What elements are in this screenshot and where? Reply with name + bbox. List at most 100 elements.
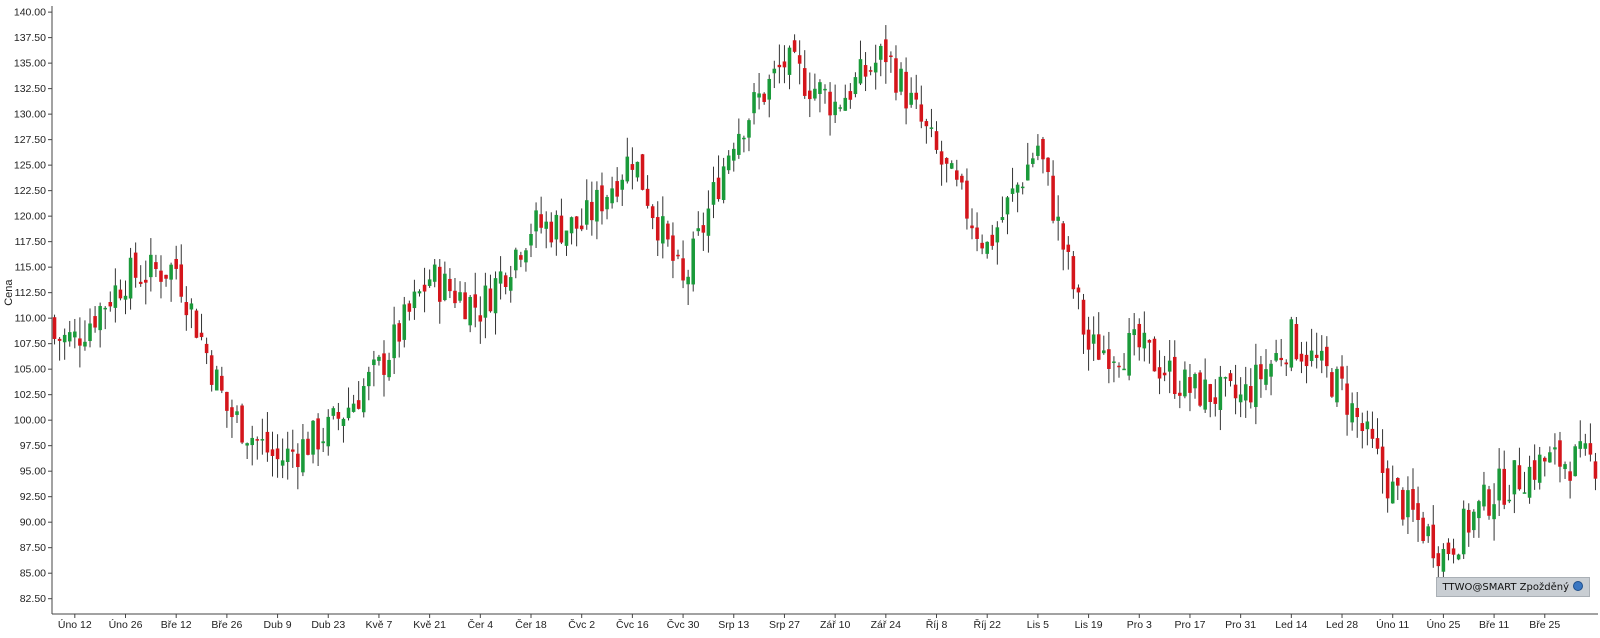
- candle-body: [564, 230, 569, 246]
- candle-body: [924, 121, 929, 127]
- candle-body: [1294, 324, 1299, 360]
- candle-body: [787, 47, 792, 75]
- candle-body: [1076, 287, 1081, 293]
- candle-body: [843, 97, 848, 111]
- candle-body: [762, 93, 766, 102]
- candle-body: [742, 137, 746, 140]
- candle-body: [346, 407, 351, 419]
- candle-body: [884, 39, 888, 63]
- candle-body: [1193, 374, 1197, 389]
- candle-body: [1406, 490, 1410, 518]
- candle-body: [985, 241, 989, 254]
- candle-body: [559, 215, 564, 243]
- candle-body: [1482, 484, 1486, 507]
- candle-body: [1264, 369, 1268, 385]
- candle-body: [655, 217, 660, 241]
- candle-body: [640, 154, 645, 190]
- candle-body: [230, 407, 234, 418]
- candle-body: [88, 323, 92, 342]
- candle-body: [590, 201, 594, 221]
- candle-body: [67, 332, 72, 342]
- x-tick-label: Dub 23: [311, 619, 345, 631]
- candle-body: [275, 448, 280, 460]
- candle-body: [949, 163, 954, 169]
- candle-body: [1178, 392, 1182, 396]
- y-tick-label: 82.50: [20, 593, 46, 605]
- candle-body: [777, 64, 782, 68]
- candle-body: [1461, 508, 1466, 555]
- candle-body: [1396, 478, 1400, 486]
- candle-body: [539, 214, 543, 228]
- delayed-data-badge[interactable]: TTWO@SMART Zpožděný: [1435, 577, 1590, 597]
- candle-body: [569, 217, 574, 234]
- candle-body: [98, 306, 102, 331]
- globe-icon: [1573, 581, 1583, 591]
- candle-body: [671, 235, 675, 261]
- candle-body: [103, 307, 107, 310]
- x-tick-label: Lis 5: [1027, 619, 1049, 631]
- candle-body: [909, 92, 913, 105]
- candle-body: [1122, 368, 1126, 371]
- candle-body: [1360, 423, 1365, 432]
- candle-body: [1330, 372, 1334, 397]
- x-tick-label: Dub 9: [264, 619, 292, 631]
- candle-body: [209, 355, 214, 385]
- candle-body: [488, 288, 493, 312]
- candle-body: [1370, 428, 1375, 439]
- candle-body: [955, 170, 959, 180]
- x-tick-label: Pro 31: [1225, 619, 1256, 631]
- candle-body: [1137, 323, 1142, 348]
- candle-body: [772, 68, 777, 74]
- candle-body: [306, 438, 310, 455]
- y-tick-label: 125.00: [14, 160, 46, 172]
- candle-body: [1345, 383, 1349, 415]
- candle-body: [747, 120, 751, 138]
- candle-body: [1517, 465, 1522, 490]
- candle-body: [113, 285, 118, 308]
- candle-body: [904, 71, 908, 109]
- candle-body: [889, 55, 893, 58]
- candle-body: [1152, 338, 1157, 372]
- candle-body: [367, 371, 371, 387]
- candle-body: [990, 234, 995, 246]
- candle-body: [1527, 466, 1532, 498]
- candle-body: [199, 332, 204, 338]
- y-tick-label: 92.50: [20, 491, 46, 503]
- x-tick-label: Srp 13: [718, 619, 749, 631]
- candle-body: [853, 77, 858, 95]
- candle-body: [179, 264, 184, 297]
- candle-body: [726, 155, 731, 171]
- candle-body: [1416, 503, 1420, 521]
- candle-body: [848, 91, 853, 100]
- candle-body: [448, 278, 452, 292]
- candle-body: [1071, 256, 1076, 290]
- candle-body: [1279, 357, 1283, 361]
- candle-body: [1421, 517, 1425, 541]
- y-tick-label: 102.50: [14, 389, 46, 401]
- candle-body: [1172, 356, 1177, 395]
- candle-body: [1274, 353, 1278, 361]
- candle-body: [1046, 157, 1050, 173]
- candle-body: [341, 418, 346, 426]
- candle-body: [1051, 175, 1055, 221]
- candle-body: [1183, 369, 1187, 397]
- x-tick-label: Úno 25: [1426, 618, 1460, 631]
- candle-body: [934, 131, 939, 150]
- x-tick-label: Čer 18: [515, 618, 547, 631]
- candle-body: [1102, 350, 1106, 354]
- candle-body: [939, 151, 944, 165]
- x-tick-label: Pro 17: [1174, 619, 1205, 631]
- candle-body: [311, 420, 315, 455]
- candle-body: [397, 323, 401, 342]
- candle-body: [1558, 440, 1562, 467]
- candle-body: [1203, 379, 1207, 410]
- candle-body: [143, 279, 148, 283]
- x-tick-label: Bře 12: [161, 619, 192, 631]
- candle-body: [468, 296, 472, 326]
- candle-body: [1056, 216, 1060, 221]
- candle-body: [1061, 223, 1066, 250]
- candle-body: [681, 258, 685, 281]
- candle-body: [214, 369, 219, 391]
- candle-body: [437, 266, 442, 302]
